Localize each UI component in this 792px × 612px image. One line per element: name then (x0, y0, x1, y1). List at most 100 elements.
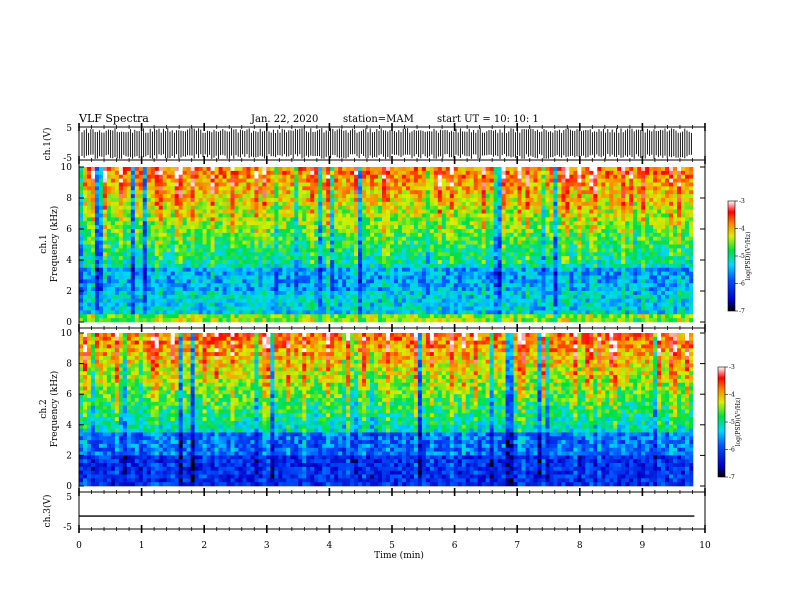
ch1-spectrogram-cell (437, 252, 443, 257)
ch1-spectrogram-cell (405, 271, 411, 276)
ch1-spectrogram-cell (533, 294, 538, 300)
ch1-spectrogram-cell (505, 213, 510, 218)
ch1-spectrogram-cell (306, 263, 311, 269)
ch1-spectrogram-cell (525, 256, 530, 261)
ch1-spectrogram-cell (90, 225, 96, 230)
ch1-spectrogram-cell (561, 260, 566, 265)
ch1-spectrogram-cell (298, 302, 303, 307)
ch1-spectrogram-cell (262, 318, 267, 323)
ch1-spectrogram-cell (521, 190, 526, 195)
ch1-spectrogram-cell (441, 306, 447, 311)
ch1-spectrogram-cell (82, 170, 88, 176)
ch1-spectrogram-cell (94, 194, 100, 199)
ch1-spectrogram-cell (449, 271, 455, 276)
ch1-spectrogram-cell (318, 225, 323, 230)
ch1-spectrogram-cell (114, 271, 120, 276)
ch1-spectrogram-cell (561, 287, 566, 292)
ch1-spectrogram-cell (362, 252, 367, 257)
ch1-spectrogram-cell (389, 170, 395, 176)
ch1-spectrogram-cell (258, 205, 263, 210)
ch1-spectrogram-cell (226, 229, 231, 234)
ch1-spectrogram-cell (306, 190, 311, 195)
ch1-spectrogram-cell (489, 232, 494, 238)
ch1-spectrogram-cell (366, 225, 371, 230)
ch1-spectrogram-cell (386, 314, 391, 319)
ch1-spectrogram-cell (310, 174, 315, 179)
ch1-spectrogram-cell (86, 318, 92, 323)
ch1-spectrogram-cell (382, 213, 387, 218)
ch1-spectrogram-cell (429, 229, 435, 234)
ch1-spectrogram-cell (342, 310, 347, 315)
ch1-spectrogram-cell (374, 287, 379, 292)
ch1-spectrogram-cell (202, 182, 207, 187)
ch1-spectrogram-cell (230, 232, 235, 238)
ch1-spectrogram-cell (150, 217, 156, 222)
ch1-spectrogram-cell (378, 217, 383, 222)
ch1-spectrogram-cell (370, 236, 375, 241)
ch1-spectrogram-cell (513, 318, 518, 323)
ch1-spectrogram-cell (242, 310, 247, 315)
ch1-spectrogram-cell (110, 298, 116, 303)
ch1-spectrogram-cell (174, 240, 179, 245)
ch1-spectrogram-cell (330, 248, 335, 253)
ch1-spectrogram-cell (334, 291, 339, 296)
ch1-spectrogram-cell (226, 306, 231, 311)
ch1-spectrogram-cell (537, 240, 542, 245)
ch1-spectrogram-cell (158, 229, 164, 234)
ch1-spectrogram-cell (553, 248, 558, 253)
ch1-spectrogram-cell (126, 314, 132, 319)
ch1-spectrogram-cell (549, 190, 554, 195)
ch1-spectrogram-cell (170, 198, 175, 203)
ch1-spectrogram-cell (214, 287, 219, 292)
ch1-spectrogram-cell (222, 225, 227, 230)
ch1-spectrogram-cell (122, 236, 128, 241)
ch1-spectrogram-cell (382, 283, 387, 288)
ch1-spectrogram-cell (82, 287, 88, 292)
ch1-spectrogram-cell (477, 291, 482, 296)
ch1-spectrogram-cell (118, 263, 124, 269)
ch1-spectrogram-cell (286, 217, 291, 222)
ch1-spectrogram-cell (102, 201, 108, 207)
ch1-spectrogram-cell (262, 263, 267, 269)
ch1-spectrogram-cell (314, 298, 319, 303)
ch1-spectrogram-cell (501, 310, 506, 315)
ch1-spectrogram-cell (290, 194, 295, 199)
ch1-spectrogram-cell (501, 232, 506, 238)
ch1-spectrogram-cell (334, 186, 339, 191)
ch1-spectrogram-cell (425, 263, 431, 269)
ch1-spectrogram-cell (322, 240, 327, 245)
ch1-spectrogram-cell (194, 283, 199, 288)
ch1-spectrogram-cell (298, 252, 303, 257)
ch1-spectrogram-cell (401, 294, 407, 300)
ch1-spectrogram-cell (130, 170, 136, 176)
ch1-spectrogram-cell (178, 260, 183, 265)
ch1-spectrogram-cell (122, 283, 128, 288)
ch1-spectrogram-cell (521, 310, 526, 315)
ch1-spectrogram-cell (401, 240, 407, 245)
ch1-spectrogram-cell (98, 263, 104, 269)
ch1-spectrogram-cell (417, 225, 423, 230)
ch1-spectrogram-cell (553, 209, 558, 214)
ch1-spectrogram-cell (541, 194, 546, 199)
ch1-spectrogram-cell (565, 260, 570, 265)
ch1-spectrogram-cell (358, 294, 363, 300)
ch1-spectrogram-cell (469, 302, 475, 307)
ch1-spectrogram-cell (334, 221, 339, 226)
ch1-spectrogram-cell (541, 229, 546, 234)
ch1-spectrogram-cell (469, 318, 475, 323)
ch1-spectrogram-cell (350, 225, 355, 230)
ch1-spectrogram-cell (170, 267, 175, 272)
ch1-spectrogram-cell (386, 201, 391, 207)
ch1-spectrogram-cell (290, 314, 295, 319)
ch1-spectrogram-cell (509, 229, 514, 234)
ch1-spectrogram-cell (298, 209, 303, 214)
ch1-spectrogram-cell (469, 174, 475, 179)
ch1-spectrogram-cell (230, 240, 235, 245)
ch1-spectrogram-cell (405, 283, 411, 288)
ch1-spectrogram-cell (170, 225, 175, 230)
ch1-spectrogram-cell (186, 263, 191, 269)
ch1-spectrogram-cell (306, 310, 311, 315)
ch1-spectrogram-cell (306, 178, 311, 183)
ch1-spectrogram-cell (429, 263, 435, 269)
ch1-spectrogram-cell (230, 209, 235, 214)
